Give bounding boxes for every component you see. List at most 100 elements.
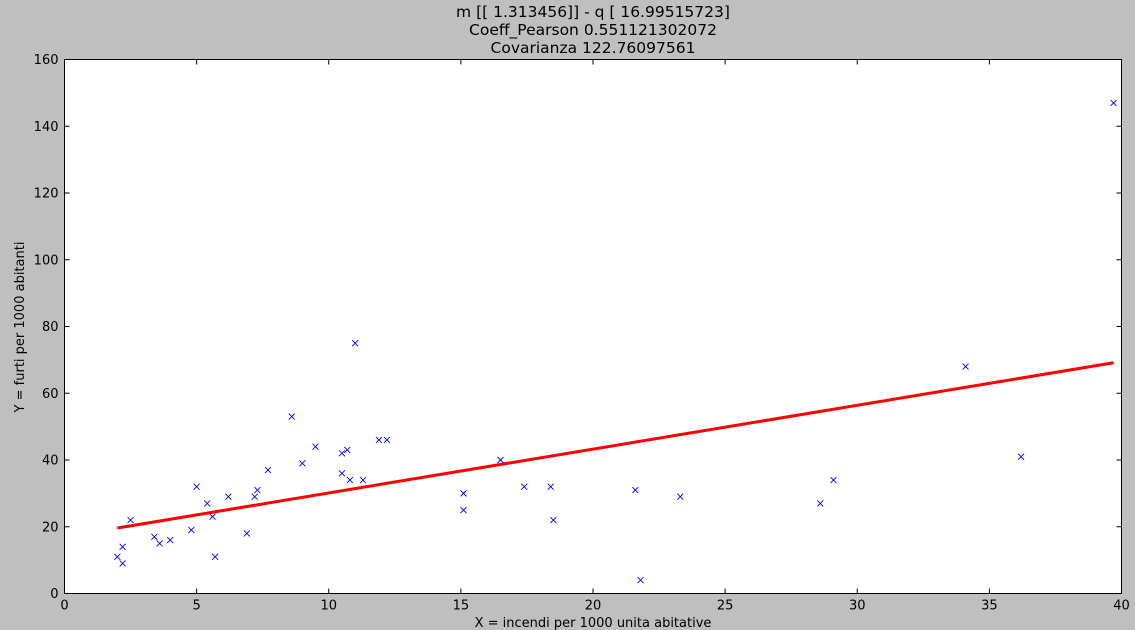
scatter-point bbox=[243, 530, 251, 537]
x-tick-label: 10 bbox=[320, 599, 337, 614]
scatter-point bbox=[375, 436, 383, 444]
scatter-point bbox=[119, 543, 126, 551]
y-tick-label: 20 bbox=[42, 520, 59, 535]
x-tick-label: 5 bbox=[192, 599, 200, 614]
scatter-point-stroke bbox=[1110, 99, 1117, 107]
scatter-point bbox=[637, 576, 644, 584]
scatter-point bbox=[151, 533, 158, 541]
scatter-point-stroke bbox=[1017, 453, 1025, 460]
title-line-3: Covarianza 122.76097561 bbox=[491, 39, 696, 57]
y-tick-label: 40 bbox=[42, 454, 59, 469]
scatter-point bbox=[1110, 99, 1117, 107]
scatter-point bbox=[520, 483, 528, 491]
scatter-point-stroke bbox=[151, 533, 158, 541]
scatter-point-stroke bbox=[299, 460, 306, 467]
scatter-point-stroke bbox=[225, 493, 232, 501]
x-tick-label: 35 bbox=[981, 599, 998, 614]
scatter-point-stroke bbox=[203, 500, 211, 507]
scatter-point-stroke bbox=[288, 413, 296, 420]
scatter-point bbox=[460, 506, 467, 514]
scatter-point bbox=[119, 560, 126, 567]
x-axis-label: X = incendi per 1000 unita abitative bbox=[475, 616, 712, 630]
scatter-point bbox=[497, 456, 504, 464]
scatter-point-stroke bbox=[193, 483, 200, 491]
scatter-point-stroke bbox=[188, 526, 195, 534]
scatter-point-stroke bbox=[156, 540, 163, 547]
scatter-point bbox=[631, 486, 639, 494]
scatter-point-stroke bbox=[460, 490, 467, 497]
scatter-point bbox=[209, 513, 216, 521]
scatter-point bbox=[383, 436, 391, 444]
scatter-point-stroke bbox=[251, 493, 259, 501]
x-tick-label: 0 bbox=[60, 599, 68, 614]
scatter-point bbox=[830, 476, 837, 484]
scatter-point-stroke bbox=[254, 486, 261, 494]
scatter-point-stroke bbox=[830, 476, 837, 484]
plot-area bbox=[64, 59, 1122, 594]
scatter-point-stroke bbox=[343, 446, 351, 454]
scatter-point-stroke bbox=[460, 506, 467, 514]
x-tick-label: 20 bbox=[585, 599, 602, 614]
y-tick-label: 140 bbox=[34, 120, 59, 135]
scatter-point bbox=[359, 476, 367, 484]
scatter-point bbox=[550, 516, 557, 524]
x-tick-label: 25 bbox=[717, 599, 734, 614]
y-tick-label: 0 bbox=[50, 587, 58, 602]
scatter-point-stroke bbox=[637, 576, 644, 584]
scatter-point bbox=[547, 483, 555, 491]
scatter-point bbox=[127, 516, 134, 524]
regression-line-group bbox=[117, 361, 1114, 530]
scatter-point-stroke bbox=[497, 456, 504, 464]
y-axis-ticks: 0 20 40 60 80 100 120 140 160 bbox=[34, 53, 1122, 602]
scatter-point-stroke bbox=[338, 470, 346, 477]
scatter-point-stroke bbox=[631, 486, 639, 494]
scatter-point-stroke bbox=[383, 436, 391, 444]
scatter-points bbox=[114, 99, 1117, 584]
y-tick-label: 80 bbox=[42, 320, 59, 335]
scatter-point bbox=[254, 486, 261, 494]
scatter-point-stroke bbox=[209, 513, 216, 521]
scatter-point bbox=[193, 483, 200, 491]
scatter-point bbox=[343, 446, 351, 454]
scatter-point-stroke bbox=[676, 493, 684, 501]
scatter-point-stroke bbox=[211, 553, 219, 561]
scatter-point bbox=[299, 460, 306, 467]
scatter-point bbox=[676, 493, 684, 501]
scatter-point-stroke bbox=[375, 436, 383, 444]
scatter-point bbox=[346, 476, 354, 484]
scatter-point bbox=[114, 553, 121, 561]
chart-title: m [[ 1.313456]] - q [ 16.99515723] Coeff… bbox=[456, 3, 730, 57]
x-tick-label: 15 bbox=[453, 599, 470, 614]
scatter-point-stroke bbox=[166, 536, 174, 544]
scatter-point-stroke bbox=[520, 483, 528, 491]
scatter-point bbox=[156, 540, 163, 547]
scatter-point bbox=[166, 536, 174, 544]
title-line-1: m [[ 1.313456]] - q [ 16.99515723] bbox=[456, 3, 730, 21]
scatter-point bbox=[188, 526, 195, 534]
scatter-point-stroke bbox=[550, 516, 557, 524]
regression-line bbox=[117, 361, 1114, 530]
y-tick-label: 100 bbox=[34, 253, 59, 268]
scatter-point-stroke bbox=[338, 450, 346, 457]
scatter-point bbox=[211, 553, 219, 561]
scatter-point bbox=[338, 450, 346, 457]
scatter-point-stroke bbox=[312, 443, 319, 450]
y-tick-label: 60 bbox=[42, 387, 59, 402]
scatter-point bbox=[312, 443, 319, 450]
scatter-point bbox=[962, 363, 969, 370]
scatter-point bbox=[288, 413, 296, 420]
scatter-point-stroke bbox=[127, 516, 134, 524]
y-axis-label: Y = furti per 1000 abitanti bbox=[13, 242, 28, 414]
scatter-point bbox=[225, 493, 232, 501]
scatter-point bbox=[351, 339, 359, 347]
y-tick-label: 160 bbox=[34, 53, 59, 68]
scatter-point bbox=[338, 470, 346, 477]
scatter-point-stroke bbox=[351, 339, 359, 347]
scatter-point bbox=[1017, 453, 1025, 460]
scatter-point bbox=[816, 500, 824, 507]
x-tick-label: 30 bbox=[849, 599, 866, 614]
x-tick-label: 40 bbox=[1113, 599, 1130, 614]
scatter-point bbox=[251, 493, 259, 501]
